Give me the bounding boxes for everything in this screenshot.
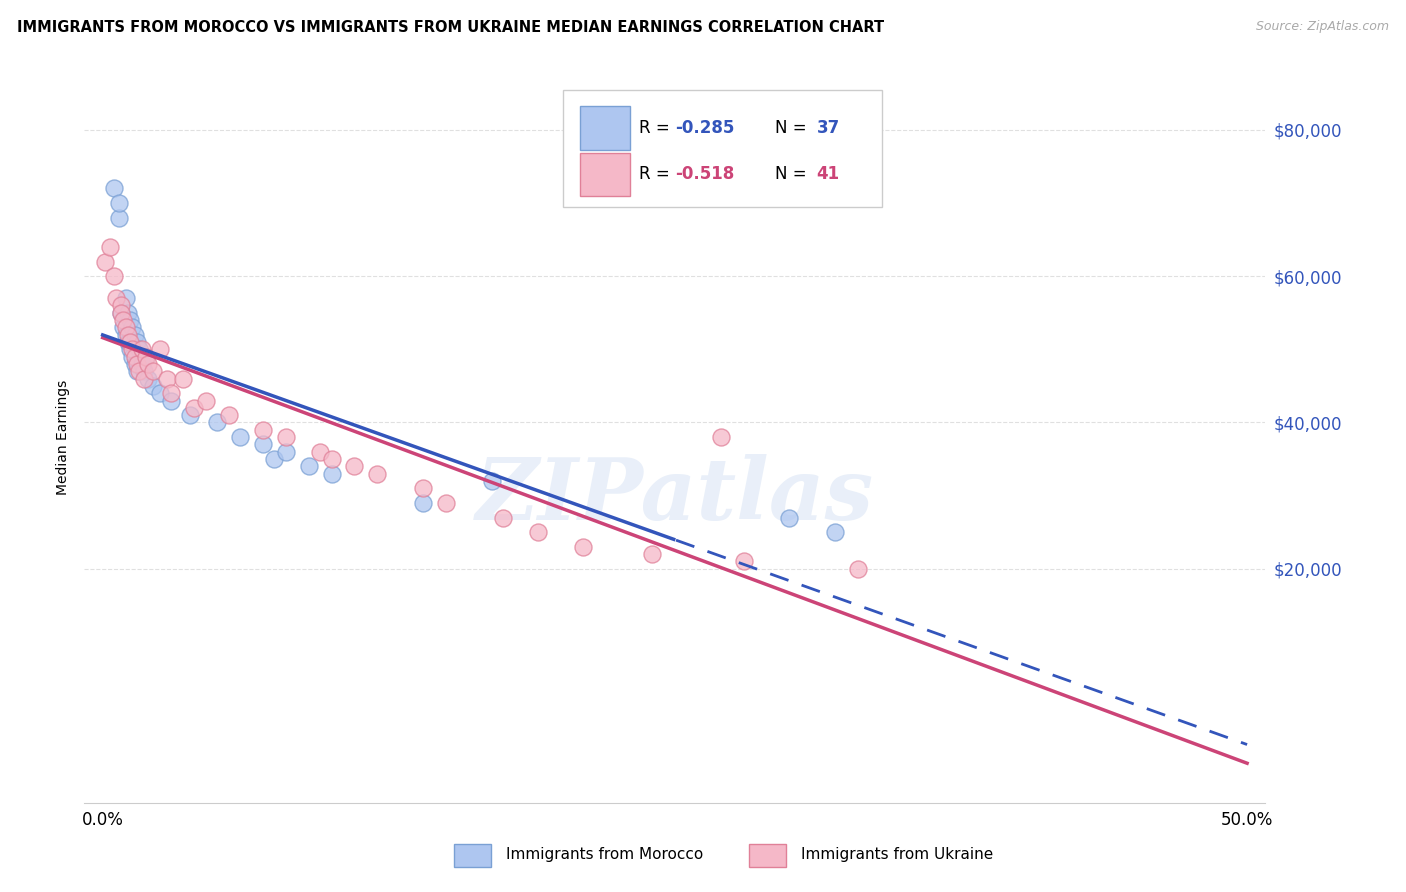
Text: Immigrants from Ukraine: Immigrants from Ukraine [801,847,994,862]
Point [156,371,179,385]
Point [132,364,155,378]
Point [846,562,869,576]
Text: R =: R = [640,165,675,183]
Point [112,320,135,334]
Point [321,467,343,481]
Point [572,540,595,554]
Point [117,327,139,342]
Text: 41: 41 [817,165,839,183]
Point [103,181,125,195]
Point [114,327,136,342]
Point [252,423,274,437]
Point [183,401,205,415]
Point [412,481,434,495]
Point [194,393,217,408]
Text: N =: N = [775,119,813,136]
Point [142,364,165,378]
Text: N =: N = [775,165,813,183]
Point [128,343,150,357]
FancyBboxPatch shape [562,90,882,207]
Text: Source: ZipAtlas.com: Source: ZipAtlas.com [1256,20,1389,33]
Text: Immigrants from Morocco: Immigrants from Morocco [506,847,703,862]
Point [492,510,515,524]
Point [142,379,165,393]
Point [641,547,664,561]
Point [121,350,143,364]
Point [274,430,297,444]
Text: R =: R = [640,119,675,136]
Point [138,371,160,385]
Point [120,313,142,327]
Point [131,357,153,371]
Text: -0.518: -0.518 [675,165,734,183]
Text: 37: 37 [817,119,839,136]
Point [117,306,139,320]
Text: IMMIGRANTS FROM MOROCCO VS IMMIGRANTS FROM UKRAINE MEDIAN EARNINGS CORRELATION C: IMMIGRANTS FROM MOROCCO VS IMMIGRANTS FR… [17,20,884,35]
Point [135,350,157,364]
Point [110,306,132,320]
Point [124,357,146,371]
Point [120,334,142,349]
Point [125,334,148,349]
Point [160,393,183,408]
Point [172,371,194,385]
Point [125,364,148,378]
Point [121,343,143,357]
Point [309,444,332,458]
FancyBboxPatch shape [581,153,630,195]
Point [107,196,129,211]
Point [124,350,146,364]
Point [105,291,128,305]
Point [321,452,343,467]
Point [149,343,172,357]
Point [125,357,148,371]
Point [526,525,548,540]
Point [131,343,153,357]
Point [434,496,457,510]
Point [179,408,201,422]
Point [94,254,117,268]
Point [103,269,125,284]
Point [252,437,274,451]
Point [366,467,388,481]
Point [128,364,150,378]
Text: ZIPatlas: ZIPatlas [475,454,875,537]
Point [107,211,129,225]
Point [121,320,143,334]
Point [263,452,285,467]
Point [138,357,160,371]
Point [710,430,733,444]
Point [229,430,252,444]
FancyBboxPatch shape [581,106,630,150]
Point [114,320,136,334]
Point [298,459,321,474]
Point [160,386,183,401]
Point [132,371,155,385]
Point [110,306,132,320]
Point [120,343,142,357]
Point [114,291,136,305]
Point [274,444,297,458]
Point [824,525,846,540]
Point [112,313,135,327]
Y-axis label: Median Earnings: Median Earnings [56,379,70,495]
Point [98,240,121,254]
Point [343,459,366,474]
Text: -0.285: -0.285 [675,119,734,136]
Point [117,334,139,349]
Point [149,386,172,401]
Point [135,350,157,364]
Point [110,298,132,312]
Point [481,474,503,488]
Point [218,408,240,422]
Point [124,327,146,342]
Point [778,510,800,524]
Point [205,416,228,430]
Point [733,554,755,568]
Point [412,496,434,510]
